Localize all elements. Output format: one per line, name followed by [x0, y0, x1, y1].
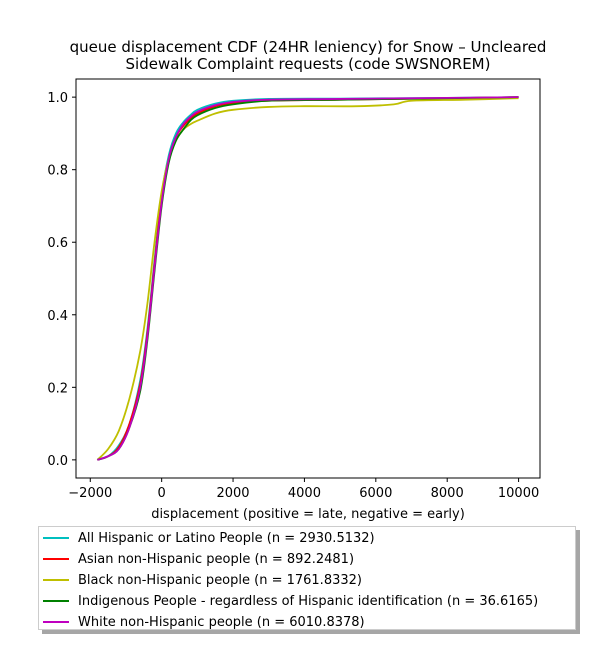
- legend-swatch: [43, 621, 69, 623]
- y-tick-label: 0.0: [47, 454, 68, 469]
- series-line-1: [97, 96, 519, 461]
- legend-entry: Asian non-Hispanic people (n = 892.2481): [43, 549, 354, 569]
- axes: −2000 0 2000 4000 6000 8000 10000 0.0 0.2 0.4 0.6 0…: [47, 78, 541, 501]
- y-tick-label: 0.4: [47, 309, 68, 324]
- chart-title-line-1: queue displacement CDF (24HR leniency) f…: [70, 38, 547, 56]
- y-tick-label: 0.6: [47, 236, 68, 251]
- legend-entry: Indigenous People - regardless of Hispan…: [43, 591, 538, 611]
- legend-swatch: [43, 600, 69, 602]
- series-line-4: [97, 96, 519, 461]
- legend-swatch: [43, 558, 69, 560]
- x-tick-label: 2000: [216, 486, 249, 501]
- legend-label: Black non-Hispanic people (n = 1761.8332…: [78, 572, 362, 588]
- series-line-3: [97, 96, 519, 461]
- y-tick-label: 0.8: [47, 164, 68, 179]
- x-tick-label: 8000: [431, 486, 464, 501]
- legend-label: All Hispanic or Latino People (n = 2930.…: [78, 530, 375, 546]
- chart-title-line-2: Sidewalk Complaint requests (code SWSNOR…: [126, 55, 491, 73]
- x-tick-label: 0: [158, 486, 166, 501]
- x-tick-label: −2000: [68, 486, 112, 501]
- series-line-2: [96, 97, 519, 461]
- legend-entry: White non-Hispanic people (n = 6010.8378…: [43, 612, 365, 632]
- legend-entry: Black non-Hispanic people (n = 1761.8332…: [43, 570, 362, 590]
- legend: All Hispanic or Latino People (n = 2930.…: [38, 526, 576, 630]
- y-tick-label: 0.2: [47, 381, 68, 396]
- legend-swatch: [43, 579, 69, 581]
- legend-entry: All Hispanic or Latino People (n = 2930.…: [43, 528, 375, 548]
- series-lines: [96, 96, 519, 461]
- x-tick-label: 10000: [498, 486, 539, 501]
- legend-swatch: [43, 537, 69, 539]
- y-tick-label: 1.0: [47, 91, 68, 106]
- plot-frame: [75, 78, 541, 479]
- series-line-0: [97, 96, 519, 461]
- x-tick-label: 6000: [359, 486, 392, 501]
- x-axis-label: displacement (positive = late, negative …: [151, 507, 465, 522]
- legend-label: White non-Hispanic people (n = 6010.8378…: [78, 614, 365, 630]
- cdf-chart: queue displacement CDF (24HR leniency) f…: [47, 38, 547, 522]
- x-tick-label: 4000: [288, 486, 321, 501]
- legend-label: Asian non-Hispanic people (n = 892.2481): [78, 551, 355, 567]
- legend-label: Indigenous People - regardless of Hispan…: [78, 593, 539, 609]
